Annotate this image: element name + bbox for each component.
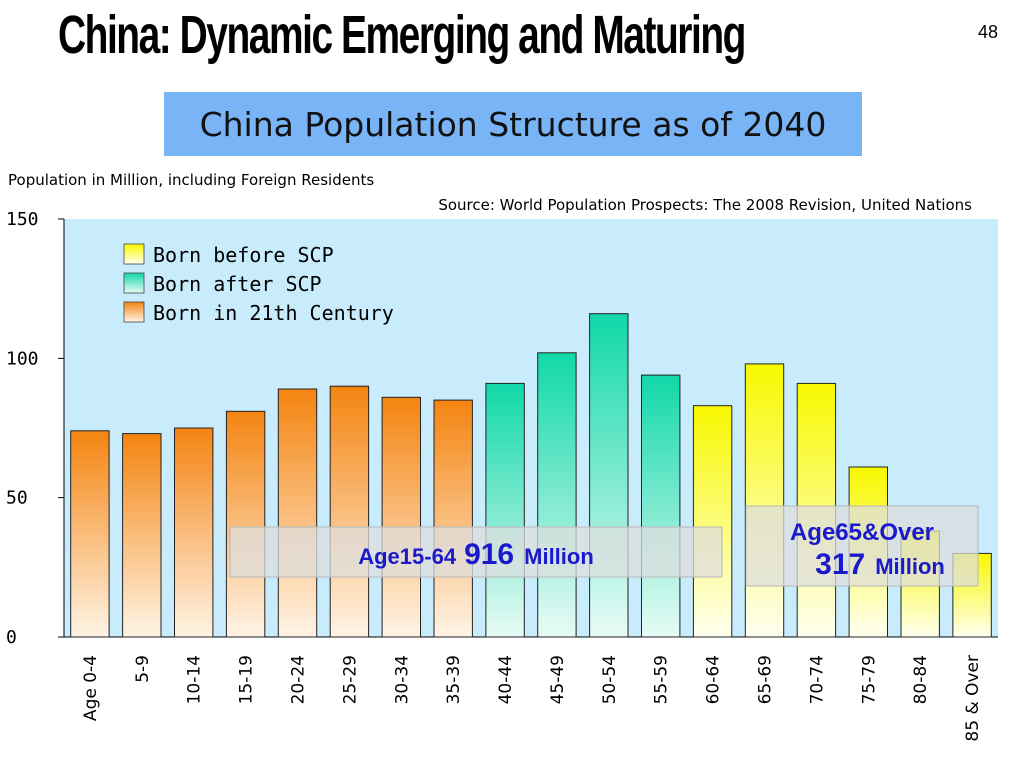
bar — [692, 405, 733, 638]
bar — [641, 374, 681, 638]
x-tick-label: 45-49 — [548, 655, 568, 704]
bar — [744, 363, 785, 638]
legend-label-21st-century: Born in 21th Century — [153, 301, 394, 325]
x-tick-label: 35-39 — [444, 655, 464, 704]
legend-swatch-21st-century — [123, 301, 145, 323]
bar — [381, 396, 422, 638]
bar — [277, 388, 318, 638]
x-tick-label: 30-34 — [392, 655, 412, 704]
x-tick-label: 70-74 — [807, 655, 827, 704]
callout-elderly-unit: Million — [875, 554, 945, 579]
slide-title: China: Dynamic Emerging and Maturing — [58, 5, 746, 65]
y-tick-label: 100 — [6, 348, 39, 369]
x-tick-label: Age 0-4 — [81, 655, 101, 721]
x-tick-label: 20-24 — [289, 655, 309, 704]
x-tick-label: 25-29 — [340, 655, 360, 704]
legend-swatch-after — [123, 272, 145, 294]
callout-working-age-label: Age15-64 — [358, 544, 457, 569]
y-tick-label: 50 — [6, 488, 28, 509]
chart-source: Source: World Population Prospects: The … — [438, 196, 972, 214]
legend-swatch-before — [123, 243, 145, 265]
bar — [537, 352, 577, 638]
x-tick-label: 85 & Over — [963, 655, 983, 742]
x-tick-label: 65-69 — [756, 655, 776, 704]
page-number: 48 — [978, 22, 999, 42]
callout-elderly: Age65&Over 317 Million — [745, 505, 979, 587]
callout-working-age-unit: Million — [524, 544, 594, 569]
x-tick-label: 55-59 — [652, 655, 672, 704]
x-tick-label: 80-84 — [911, 655, 931, 704]
bar — [485, 382, 525, 638]
bar — [225, 410, 266, 638]
legend: Born before SCP Born after SCP Born in 2… — [123, 243, 394, 325]
bar — [174, 427, 214, 638]
bar — [122, 433, 162, 638]
chart-subtitle: Population in Million, including Foreign… — [8, 171, 374, 189]
callout-elderly-value: 317 — [815, 548, 865, 581]
callout-working-age-value: 916 — [464, 538, 514, 571]
x-tick-label: 60-64 — [704, 655, 724, 704]
x-tick-labels: Age 0-4 5-9 10-14 15-19 20-24 25-29 30-34 35-39… — [81, 655, 983, 742]
x-tick-label: 10-14 — [185, 655, 205, 704]
y-tick-label: 0 — [6, 627, 17, 648]
x-tick-label: 5-9 — [133, 655, 153, 683]
bars — [70, 313, 992, 638]
x-tick-label: 15-19 — [237, 655, 257, 704]
legend-label-before: Born before SCP — [153, 243, 334, 267]
legend-label-after: Born after SCP — [153, 272, 322, 296]
x-tick-label: 40-44 — [496, 655, 516, 704]
y-tick-label: 150 — [6, 209, 39, 230]
bar — [329, 385, 370, 638]
callout-working-age: Age15-64 916 Million — [229, 526, 723, 578]
x-tick-label: 50-54 — [600, 655, 620, 704]
x-tick-label: 75-79 — [859, 655, 879, 704]
bar — [70, 430, 110, 638]
bar — [433, 399, 473, 638]
y-ticks: 0 50 100 150 — [6, 209, 64, 648]
bar — [589, 313, 629, 638]
chart-title: China Population Structure as of 2040 — [164, 92, 862, 156]
callout-elderly-label: Age65&Over — [790, 519, 934, 546]
